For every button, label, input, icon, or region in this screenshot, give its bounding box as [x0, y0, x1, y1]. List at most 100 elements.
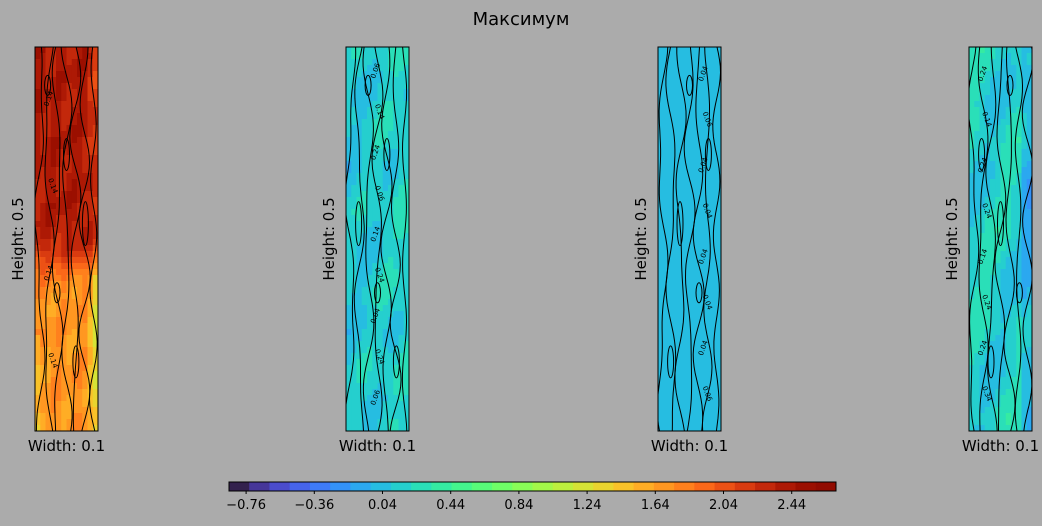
heat-cell [40, 185, 47, 192]
heat-cell [689, 317, 696, 324]
heat-cell [974, 365, 981, 372]
heat-cell [403, 269, 409, 276]
heat-cell [1016, 203, 1023, 210]
heat-cell [689, 47, 696, 54]
heat-cell [351, 239, 358, 246]
heat-cell [367, 137, 373, 144]
heat-cell [984, 389, 991, 396]
heat-cell [974, 233, 981, 240]
heat-cell [367, 119, 373, 126]
heat-cell [403, 401, 409, 408]
heat-cell [668, 107, 675, 114]
heat-cell [66, 263, 73, 270]
heat-cell [361, 209, 368, 216]
heat-cell [377, 347, 384, 354]
heat-cell [1026, 95, 1032, 102]
heat-cell [66, 257, 73, 264]
heat-cell [361, 257, 368, 264]
heat-cell [1011, 197, 1017, 204]
heat-cell [710, 395, 717, 402]
heat-cell [403, 257, 409, 264]
heat-cell [995, 239, 1002, 246]
heat-cell [705, 197, 712, 204]
heat-cell [372, 395, 379, 402]
heat-cell [82, 425, 89, 431]
heat-cell [346, 359, 352, 366]
heat-cell [1016, 101, 1023, 108]
heat-cell [372, 287, 379, 294]
heat-cell [92, 161, 98, 168]
heat-cell [377, 371, 384, 378]
contour-line [674, 47, 687, 431]
heat-cell [403, 245, 409, 252]
heat-cell [979, 287, 986, 294]
heat-cell [694, 239, 701, 246]
heat-cell [684, 365, 691, 372]
heat-cell [388, 47, 394, 54]
heat-cell [700, 293, 706, 300]
heat-cell [377, 161, 384, 168]
heat-cell [658, 185, 664, 192]
heat-cell [61, 419, 68, 426]
heat-cell [61, 209, 68, 216]
heat-cell [995, 155, 1002, 162]
heat-cell [50, 71, 57, 78]
heat-cell [1000, 89, 1007, 96]
heat-cell [673, 77, 680, 84]
heat-cell [346, 221, 352, 228]
heat-cell [50, 113, 57, 120]
heat-cell [351, 251, 358, 258]
heat-cell [66, 191, 73, 198]
heat-cell [61, 257, 68, 264]
heat-cell [673, 359, 680, 366]
heat-cell [388, 203, 394, 210]
heat-cell [71, 305, 78, 312]
heat-cell [372, 53, 379, 60]
heat-cell [40, 407, 47, 414]
heat-cell [705, 413, 712, 420]
heat-cell [684, 335, 691, 342]
heat-cell [1000, 71, 1007, 78]
heat-cell [35, 227, 41, 234]
heat-cell [995, 137, 1002, 144]
heat-cell [361, 125, 368, 132]
heat-cell [979, 113, 986, 120]
heat-cell [45, 89, 52, 96]
heat-cell [372, 239, 379, 246]
heat-cell [974, 137, 981, 144]
heat-cell [658, 257, 664, 264]
heat-cell [61, 131, 68, 138]
heat-cell [393, 197, 400, 204]
heat-cell [87, 323, 94, 330]
heat-cell [969, 275, 975, 282]
heat-cell [35, 131, 41, 138]
heat-cell [1016, 137, 1023, 144]
contour-loop [53, 282, 61, 304]
heat-cell [372, 89, 379, 96]
heat-cell [346, 77, 352, 84]
heat-cell [82, 407, 89, 414]
heat-cell [1005, 221, 1012, 228]
heat-cell [50, 317, 57, 324]
heat-cell [984, 95, 991, 102]
heat-cell [367, 233, 373, 240]
heat-cell [346, 101, 352, 108]
heat-cell [979, 155, 986, 162]
heat-cell [377, 425, 384, 431]
heat-cell [356, 389, 363, 396]
heat-cell [356, 257, 363, 264]
heat-cell [377, 341, 384, 348]
contour-loop [1015, 282, 1023, 304]
heat-cell [700, 221, 706, 228]
heat-cell [684, 71, 691, 78]
heat-cell [679, 401, 685, 408]
heat-cell [367, 389, 373, 396]
heat-cell [990, 257, 996, 264]
heat-cell [663, 155, 670, 162]
heat-cell [1026, 239, 1032, 246]
heat-cell [694, 323, 701, 330]
heat-cell [1005, 125, 1012, 132]
heat-cell [984, 419, 991, 426]
heat-cell [1026, 149, 1032, 156]
heat-cell [1021, 329, 1028, 336]
